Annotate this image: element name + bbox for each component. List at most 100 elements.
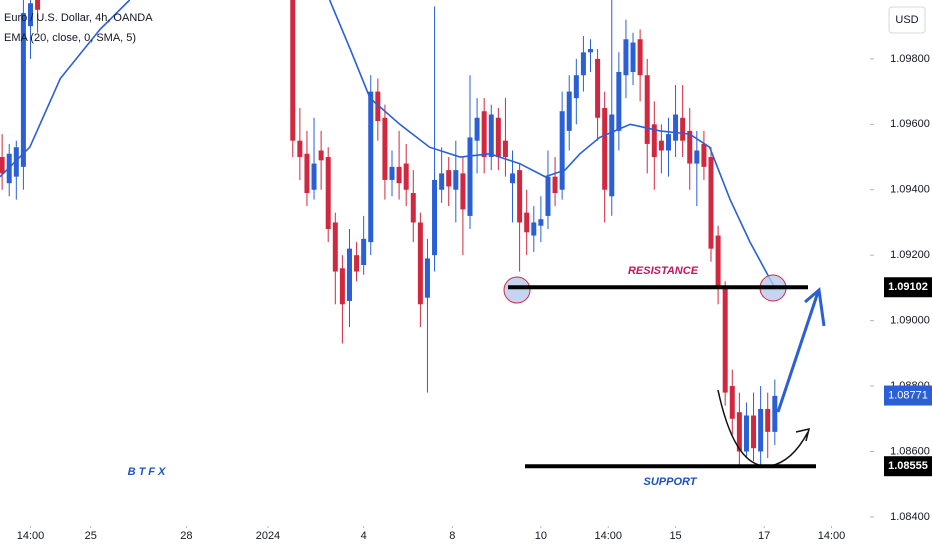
x-tick-label: 28 [180, 530, 192, 542]
candle-body [715, 235, 721, 288]
candle-body [396, 166, 402, 184]
candle-body [453, 170, 459, 190]
x-tick-label: 4 [361, 530, 367, 542]
candle-body [758, 408, 764, 452]
candle-body [439, 173, 445, 190]
candle-body [13, 147, 19, 177]
candle-body [580, 52, 586, 76]
candle-body [545, 176, 551, 216]
y-tick-label: 1.09400 [890, 184, 930, 196]
candle-body [694, 150, 700, 164]
candle-body [680, 117, 686, 141]
candle-body [481, 111, 487, 158]
candle-body [375, 91, 381, 122]
level-label: RESISTANCE [628, 265, 699, 277]
candle-body [751, 415, 757, 449]
candle-body [602, 107, 608, 190]
candle-body [27, 3, 33, 27]
candle-body [495, 117, 501, 158]
candle-body [354, 255, 360, 272]
x-tick-label: 8 [449, 530, 455, 542]
x-tick-label: 25 [85, 530, 97, 542]
candle-body [623, 39, 629, 76]
x-tick-label: 14:00 [818, 530, 846, 542]
candle-body [524, 212, 530, 233]
candle-body [311, 163, 317, 190]
candle-body [318, 150, 324, 161]
candle-body [665, 134, 671, 151]
x-tick-label: 17 [758, 530, 770, 542]
candle-body [460, 173, 466, 210]
price-tag-label: 1.08555 [888, 460, 928, 472]
candle-body [708, 157, 714, 249]
candle-body [403, 163, 409, 190]
candle-body [432, 179, 438, 256]
candle-body [538, 219, 544, 226]
candle-body [297, 140, 303, 158]
candle-body [382, 117, 388, 180]
up-arrow [776, 287, 826, 413]
candle-body [630, 42, 636, 72]
candle-body [722, 287, 728, 393]
candle-body [673, 114, 679, 141]
candle-body [424, 258, 430, 298]
ema-line [0, 0, 776, 289]
candle-body [346, 248, 352, 301]
last-price-label: 1.08771 [888, 389, 928, 401]
y-tick-label: 1.09600 [890, 118, 930, 130]
candle-body [644, 75, 650, 144]
price-tag [884, 277, 932, 298]
candle-body [332, 222, 338, 272]
candle-body [566, 91, 572, 131]
candle-body [474, 117, 480, 141]
candle-body [531, 222, 537, 236]
y-tick-label: 1.09000 [890, 315, 930, 327]
candle-body [595, 58, 601, 118]
logo: BTFX [128, 466, 169, 478]
candle-body [609, 114, 615, 197]
candle-body [35, 0, 41, 10]
candle-body [410, 193, 416, 223]
y-tick-label: 1.09800 [890, 53, 930, 65]
candle-body [325, 157, 331, 230]
candle-body [488, 114, 494, 158]
candle-body [467, 137, 473, 216]
candle-body [517, 170, 523, 223]
candle-body [502, 140, 508, 158]
candle-body [389, 166, 395, 180]
x-tick-label: 14:00 [17, 530, 45, 542]
candle-body [361, 238, 367, 265]
candle-body [573, 75, 579, 99]
candle-body [368, 91, 374, 243]
candle-body [651, 124, 657, 158]
candle-body [637, 39, 643, 76]
price-tag-label: 1.09102 [888, 281, 928, 293]
candle-body [290, 0, 296, 141]
candle-body [658, 140, 664, 151]
candle-body [446, 170, 452, 187]
indicator-label: EMA (20, close, 0, SMA, 5) [4, 32, 136, 44]
candle-body [0, 157, 5, 174]
y-tick-label: 1.08400 [890, 511, 930, 523]
last-price-tag [884, 385, 932, 406]
highlight-circle [503, 276, 531, 304]
candle-body [736, 412, 742, 452]
x-tick-label: 2024 [256, 530, 280, 542]
x-tick-label: 10 [535, 530, 547, 542]
candle-body [587, 49, 593, 53]
price-tag [884, 456, 932, 477]
candle-body [743, 415, 749, 452]
candle-body [552, 176, 558, 194]
candle-body [687, 130, 693, 164]
candle-body [417, 222, 423, 305]
candle-body [339, 268, 345, 305]
candle-body [729, 386, 735, 419]
chart-title: Euro / U.S. Dollar, 4h, OANDA [4, 12, 153, 24]
candle-body [20, 13, 26, 167]
candle-body [304, 153, 310, 194]
candle-body [616, 71, 622, 131]
level-label: SUPPORT [644, 476, 698, 488]
y-tick-label: 1.08600 [890, 445, 930, 457]
